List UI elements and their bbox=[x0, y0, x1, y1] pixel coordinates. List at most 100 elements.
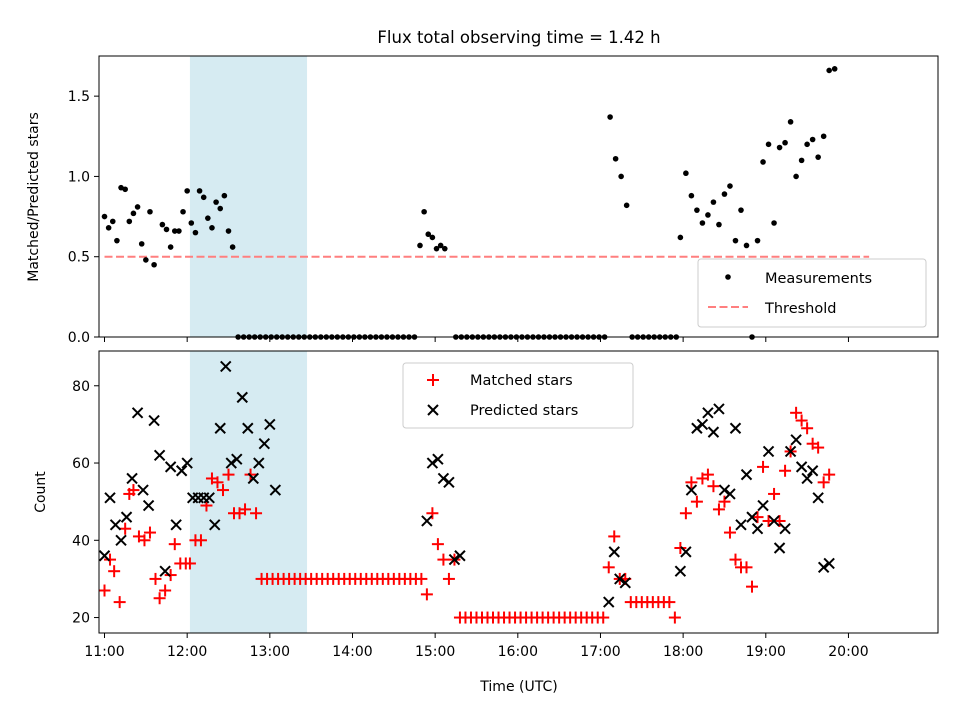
measurement-point bbox=[612, 155, 619, 162]
matched-star-point bbox=[168, 538, 181, 551]
measurement-point bbox=[184, 188, 190, 194]
predicted-star-point bbox=[751, 522, 764, 535]
measurement-point bbox=[776, 144, 783, 151]
measurement-point bbox=[699, 220, 706, 226]
measurement-point bbox=[826, 67, 832, 74]
matched-star-point bbox=[222, 468, 235, 481]
measurement-point bbox=[831, 66, 838, 72]
matched-star-point bbox=[707, 480, 720, 493]
measurement-point bbox=[167, 244, 174, 250]
bottom-y-tick-label: 60 bbox=[72, 456, 90, 472]
matched-star-point bbox=[597, 611, 610, 624]
predicted-star-point bbox=[448, 553, 461, 566]
legend-threshold-label: Threshold bbox=[764, 301, 836, 317]
matched-star-point bbox=[119, 522, 132, 535]
predicted-star-point bbox=[696, 418, 709, 431]
measurement-point bbox=[151, 261, 157, 268]
legend-measurements-label: Measurements bbox=[765, 271, 872, 287]
bottom-observing-span bbox=[189, 351, 308, 633]
predicted-star-point bbox=[762, 445, 775, 458]
measurement-point bbox=[433, 245, 440, 252]
x-tick-label: 17:00 bbox=[580, 644, 620, 660]
matched-star-point bbox=[679, 507, 692, 520]
matched-star-point bbox=[431, 538, 444, 551]
top-legend: Measurements Threshold bbox=[697, 258, 927, 328]
measurement-point bbox=[677, 234, 684, 241]
matched-star-point bbox=[795, 414, 808, 427]
measurement-point bbox=[607, 114, 613, 120]
measurement-point bbox=[754, 237, 761, 244]
predicted-star-point bbox=[768, 515, 780, 527]
predicted-star-point bbox=[680, 546, 692, 558]
measurement-point bbox=[793, 173, 799, 180]
measurement-point bbox=[205, 215, 211, 221]
predicted-star-point bbox=[236, 391, 248, 404]
matched-star-point bbox=[608, 530, 621, 543]
measurement-point bbox=[809, 136, 816, 143]
matched-star-point bbox=[685, 476, 698, 489]
top-y-tick-label: 0.0 bbox=[68, 330, 90, 346]
predicted-star-point bbox=[120, 511, 133, 523]
predicted-star-point bbox=[131, 407, 144, 419]
x-tick-label: 14:00 bbox=[332, 644, 372, 660]
bottom-legend-box bbox=[402, 362, 634, 429]
measurement-point bbox=[159, 221, 166, 228]
bottom-panel: 20 40 60 80 11:00 12:00 13:00 14:00 15:00 16:00 17… bbox=[33, 350, 939, 695]
predicted-star-point bbox=[724, 488, 736, 500]
predicted-star-point bbox=[104, 492, 116, 504]
legend-predicted-label: Predicted stars bbox=[470, 403, 578, 419]
predicted-star-point bbox=[713, 403, 725, 415]
measurement-point bbox=[105, 225, 112, 231]
measurement-point bbox=[732, 237, 739, 244]
matched-star-point bbox=[823, 468, 836, 481]
bottom-y-tick-label: 20 bbox=[72, 611, 90, 627]
matched-star-point bbox=[159, 584, 172, 597]
measurement-point bbox=[180, 208, 186, 215]
measurement-point bbox=[109, 218, 116, 225]
legend-predicted-marker bbox=[427, 404, 439, 416]
matched-star-point bbox=[817, 476, 830, 489]
predicted-star-point bbox=[231, 453, 243, 465]
matched-star-point bbox=[143, 526, 156, 539]
top-y-tick-label: 1.0 bbox=[68, 169, 90, 185]
x-tick-label: 16:00 bbox=[498, 644, 538, 660]
measurement-point bbox=[217, 205, 224, 212]
predicted-star-point bbox=[203, 492, 215, 504]
measurement-point bbox=[221, 192, 228, 199]
predicted-star-point bbox=[175, 465, 188, 477]
matched-star-point bbox=[98, 584, 111, 597]
predicted-star-point bbox=[159, 565, 171, 577]
legend-matched-marker bbox=[427, 374, 439, 386]
matched-star-point bbox=[663, 596, 676, 609]
predicted-star-point bbox=[181, 457, 193, 469]
matched-star-point bbox=[602, 561, 615, 574]
predicted-star-point bbox=[740, 468, 753, 481]
bottom-count-points bbox=[98, 360, 836, 624]
matched-star-point bbox=[723, 526, 736, 539]
predicted-star-point bbox=[253, 457, 265, 469]
top-y-tick-label: 0.5 bbox=[68, 250, 90, 266]
measurement-point bbox=[143, 257, 149, 263]
matched-star-point bbox=[437, 553, 450, 566]
predicted-star-point bbox=[164, 461, 177, 473]
bottom-y-tick-label: 80 bbox=[72, 379, 90, 395]
predicted-star-point bbox=[443, 476, 455, 489]
predicted-star-point bbox=[109, 519, 122, 531]
matched-star-point bbox=[415, 572, 428, 585]
predicted-star-point bbox=[115, 534, 127, 546]
matched-star-point bbox=[712, 503, 725, 516]
predicted-star-point bbox=[247, 472, 260, 485]
predicted-star-point bbox=[214, 422, 226, 434]
x-tick-label: 20:00 bbox=[828, 644, 868, 660]
matched-star-point bbox=[768, 487, 781, 500]
measurement-point bbox=[683, 170, 689, 177]
measurement-point bbox=[441, 245, 448, 252]
measurement-point bbox=[787, 119, 794, 125]
matched-star-point bbox=[113, 596, 126, 609]
x-tick-label: 18:00 bbox=[663, 644, 703, 660]
predicted-star-point bbox=[806, 465, 819, 477]
matched-star-point bbox=[668, 611, 681, 624]
measurement-point bbox=[101, 213, 108, 220]
matched-star-point bbox=[216, 484, 229, 497]
